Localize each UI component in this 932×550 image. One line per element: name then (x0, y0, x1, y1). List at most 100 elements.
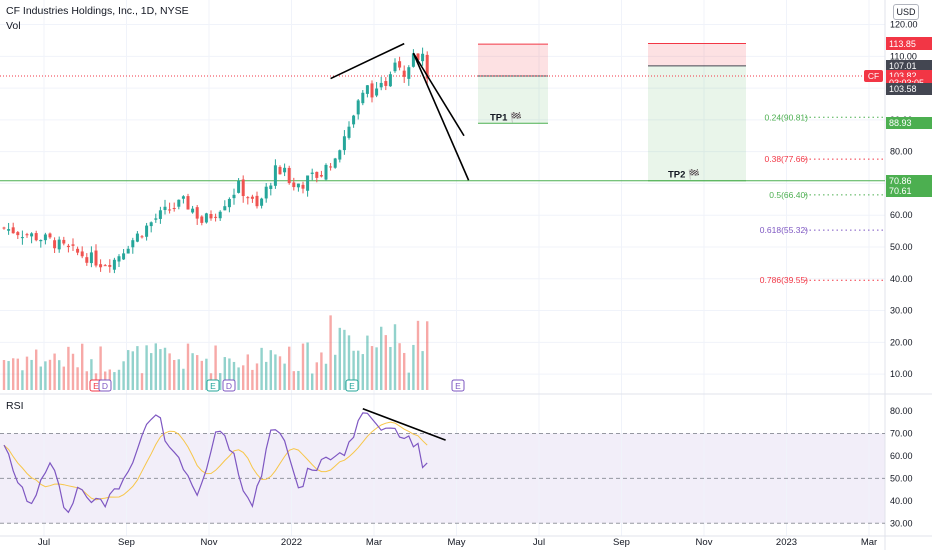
volume-bar (421, 351, 424, 390)
rsi-tick-label: 70.00 (890, 428, 913, 438)
candle (255, 195, 259, 207)
volume-bar (168, 353, 171, 390)
candle (269, 185, 273, 189)
volume-bar (12, 358, 15, 390)
candle (375, 88, 379, 96)
candle (186, 196, 190, 210)
volume-bar (214, 345, 217, 390)
rsi-label[interactable]: RSI (6, 400, 24, 412)
volume-bar (251, 369, 254, 390)
candle (195, 207, 199, 219)
candle (108, 265, 112, 267)
candle (89, 252, 93, 264)
rsi-tick-label: 50.00 (890, 473, 913, 483)
volume-bar (127, 350, 130, 390)
volume-bar (25, 356, 29, 390)
currency-button[interactable]: USD (893, 4, 919, 20)
candle (246, 197, 250, 199)
candle (333, 158, 337, 168)
candle (62, 239, 66, 244)
volume-bar (375, 347, 378, 390)
volume-bar (361, 354, 364, 390)
candle (421, 53, 425, 62)
candle (425, 54, 429, 79)
candle (273, 165, 277, 186)
candle (85, 257, 89, 263)
volume-bar (131, 351, 134, 390)
volume-bar (283, 363, 286, 390)
volume-bar (412, 344, 415, 390)
volume-bar (177, 359, 180, 390)
price-tag: 103.58 (886, 83, 932, 96)
candle (149, 222, 153, 227)
candle (365, 85, 369, 94)
candle (209, 214, 213, 219)
candle (154, 218, 158, 220)
volume-bar (393, 324, 397, 390)
stop-zone (648, 43, 746, 66)
volume-bar (99, 346, 102, 390)
volume-bar (117, 369, 121, 390)
volume-bar (219, 373, 222, 390)
candle (126, 248, 130, 254)
volume-bar (48, 359, 52, 390)
event-label: E (349, 381, 355, 391)
price-tick-label: 40.00 (890, 274, 913, 284)
candle (191, 208, 195, 213)
event-marker (345, 379, 359, 392)
volume-bar (81, 343, 84, 390)
rsi-line (3, 412, 428, 514)
candle (342, 136, 346, 151)
candle (112, 259, 116, 270)
volume-bar (39, 366, 42, 390)
target-label: TP2 🏁 (668, 169, 700, 181)
price-tag: 70.86 (886, 174, 932, 187)
volume-bar (140, 373, 144, 390)
candle (237, 180, 241, 193)
volume-bar (30, 359, 33, 390)
candle (204, 213, 208, 223)
volume-bar (246, 354, 249, 390)
volume-bar (205, 358, 208, 390)
rsi-tick-label: 60.00 (890, 451, 913, 461)
volume-bar (2, 360, 6, 390)
rsi-tick-label: 40.00 (890, 496, 913, 506)
candle (39, 239, 43, 242)
volume-bar (196, 355, 199, 390)
trendline (330, 42, 405, 80)
event-label: E (455, 381, 461, 391)
candle (301, 184, 305, 189)
price-tick-label: 50.00 (890, 242, 913, 252)
volume-bar (311, 373, 314, 390)
volume-bar (407, 372, 410, 390)
candle (315, 171, 319, 178)
volume-bar (21, 370, 24, 390)
volume-bar (173, 359, 176, 390)
event-label: E (210, 381, 216, 391)
price-tick-label: 60.00 (890, 210, 913, 220)
volume-bar (426, 321, 429, 390)
target-zone (478, 76, 548, 124)
x-tick-label: Sep (613, 537, 630, 548)
volume-bar (274, 354, 277, 390)
chart-title[interactable]: CF Industries Holdings, Inc., 1D, NYSE (6, 5, 189, 17)
volume-bar (389, 346, 392, 390)
candle (200, 216, 204, 223)
event-marker (451, 379, 465, 392)
candle (310, 172, 314, 174)
volume-bar (380, 326, 383, 390)
volume-label[interactable]: Vol (6, 20, 21, 32)
volume-bar (329, 315, 332, 390)
price-tick-label: 10.00 (890, 369, 913, 379)
candle (227, 198, 231, 208)
volume-bar (90, 359, 93, 390)
price-tag: 70.61 (886, 185, 932, 198)
volume-bar (200, 360, 203, 390)
candle (352, 115, 356, 125)
volume-bar (62, 366, 65, 390)
fib-label: 0.786(39.55) (760, 275, 808, 285)
volume-bar (232, 361, 236, 390)
volume-bar (242, 365, 245, 390)
price-tick-label: 30.00 (890, 306, 913, 316)
